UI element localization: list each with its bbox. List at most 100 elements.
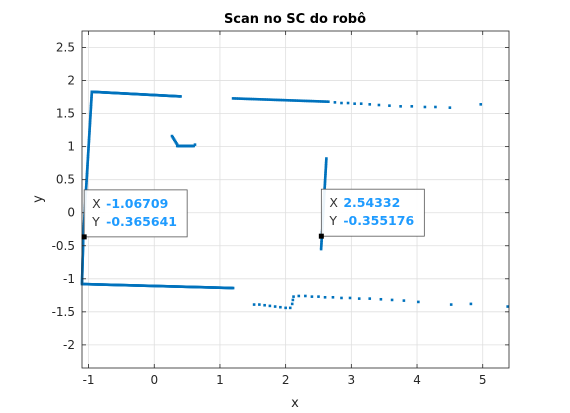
- scan-point: [84, 185, 88, 189]
- scan-point: [87, 142, 91, 145]
- y-tick-label: 1: [67, 140, 75, 154]
- scan-point: [304, 99, 307, 103]
- scan-point: [87, 137, 91, 141]
- scan-point: [318, 100, 321, 103]
- scan-point: [506, 305, 509, 308]
- datatip-marker: [81, 234, 87, 240]
- scan-point: [86, 156, 90, 160]
- y-tick-label: -0.5: [52, 239, 75, 253]
- scan-point: [284, 98, 288, 102]
- scan-point: [368, 103, 372, 106]
- scan-point: [402, 299, 406, 302]
- scan-point: [324, 165, 328, 169]
- scan-point: [319, 246, 323, 249]
- scan-point: [89, 100, 93, 103]
- scan-point: [251, 97, 254, 101]
- datatip[interactable]: X 2.54332 Y -0.355176: [318, 188, 425, 239]
- scan-point: [310, 295, 314, 298]
- ticks: -1 0 1 2 3 4 5 -2 -1.5 -1 -0.5 0 0.5 1 1.5 2 2.5: [52, 31, 509, 387]
- scan-point: [90, 98, 93, 102]
- scan-point: [82, 228, 85, 231]
- scan-point: [331, 295, 335, 299]
- scan-point: [85, 169, 89, 173]
- scan-point: [324, 172, 327, 175]
- scan-point: [272, 98, 275, 102]
- scan-point: [319, 100, 323, 103]
- scan-point: [82, 229, 85, 233]
- x-tick-label: -1: [83, 373, 95, 387]
- scan-point: [231, 97, 235, 100]
- scan-point: [388, 104, 391, 107]
- y-tick-label: 0: [67, 206, 75, 220]
- scan-point: [85, 179, 88, 183]
- scan-point: [87, 147, 90, 150]
- scan-point: [291, 99, 295, 102]
- scan-point: [258, 303, 261, 306]
- scan-point: [449, 303, 453, 306]
- scan-point: [87, 143, 90, 147]
- scan-point: [311, 99, 314, 103]
- scan-point: [282, 98, 286, 102]
- scan-point: [87, 135, 91, 139]
- scan-point: [359, 102, 363, 105]
- x-tick-label: 1: [216, 373, 224, 387]
- y-axis-label: y: [31, 195, 46, 203]
- x-tick-label: 3: [348, 373, 356, 387]
- scan-point: [268, 304, 272, 308]
- scan-point: [231, 286, 235, 290]
- scan-point: [270, 98, 274, 102]
- scan-point: [417, 300, 420, 304]
- scan-point: [87, 134, 91, 137]
- scan-point: [323, 180, 327, 184]
- scan-point: [258, 98, 261, 101]
- scan-point: [260, 98, 263, 101]
- scan-point: [281, 98, 284, 102]
- scan-point: [256, 97, 260, 101]
- scan-point: [261, 98, 265, 101]
- datatip-marker: [318, 233, 324, 239]
- scan-point: [320, 244, 323, 248]
- scan-point: [377, 103, 381, 107]
- scan-point: [448, 106, 452, 109]
- y-tick-label: -2: [63, 338, 75, 352]
- scan-point: [88, 132, 91, 136]
- scan-point: [324, 167, 328, 170]
- datatip-x-value: 2.54332: [343, 195, 400, 210]
- scan-point: [323, 184, 327, 187]
- scan-point: [88, 127, 91, 131]
- scan-point: [323, 185, 327, 189]
- scan-point: [89, 103, 93, 107]
- datatip-x-value: -1.06709: [106, 196, 168, 211]
- scan-point: [249, 97, 253, 101]
- scan-point: [85, 171, 89, 175]
- scan-point: [175, 143, 179, 146]
- scan-point: [323, 187, 326, 191]
- scan-point: [89, 101, 93, 105]
- x-axis-label: x: [291, 396, 299, 411]
- y-tick-label: -1: [63, 272, 75, 286]
- x-tick-label: 2: [282, 373, 290, 387]
- scan-point: [290, 99, 293, 102]
- scan-point: [321, 100, 325, 103]
- scan-point: [357, 297, 361, 300]
- scan-point: [284, 306, 287, 310]
- scan-point: [242, 97, 245, 101]
- datatip[interactable]: X -1.06709 Y -0.365641: [81, 189, 188, 240]
- scan-point: [324, 158, 328, 162]
- scan-point: [89, 113, 92, 116]
- scan-point: [85, 182, 88, 186]
- y-tick-label: 0.5: [56, 173, 75, 187]
- scan-point: [324, 170, 327, 174]
- scan-point: [263, 303, 266, 307]
- scan-point: [86, 163, 89, 166]
- scan-point: [84, 187, 88, 191]
- scan-point: [254, 97, 258, 101]
- scan-point: [297, 99, 300, 102]
- scan-point: [89, 106, 93, 110]
- scan-point: [252, 303, 256, 306]
- datatip-y-label: Y: [328, 213, 337, 228]
- scan-point: [245, 97, 249, 101]
- scan-point: [86, 151, 90, 155]
- grid: [82, 31, 509, 368]
